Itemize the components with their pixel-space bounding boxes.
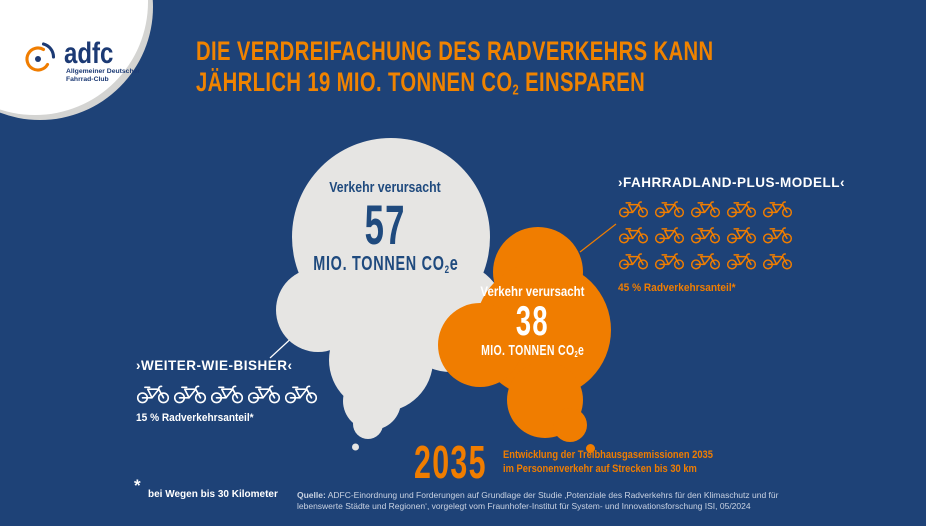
orange-bubble-text: Verkehr verursacht 38 MIO. TONNEN CO2e xyxy=(425,283,640,363)
bicycle-icon xyxy=(618,251,649,270)
orange-bubble-value: 38 xyxy=(516,297,549,344)
brand-name: adfc xyxy=(64,37,114,70)
bicycle-icon xyxy=(690,251,721,270)
leader-line-right xyxy=(579,223,617,253)
headline-line2: JÄHRLICH 19 MIO. TONNEN CO2 EINSPAREN xyxy=(196,67,646,99)
source-line1: Quelle: ADFC-Einordnung und Forderungen … xyxy=(297,490,779,500)
brand-tagline-line1: Allgemeiner Deutscher xyxy=(66,68,141,75)
orange-bubble-label: Verkehr verursacht xyxy=(480,283,585,299)
bicycle-icon xyxy=(762,225,793,244)
bicycle-icon xyxy=(762,251,793,270)
co2e-subscript: 2 xyxy=(444,263,450,276)
bicycle-icon xyxy=(654,225,685,244)
gray-bubble-unit: MIO. TONNEN CO2e xyxy=(313,253,459,276)
bicycle-icon xyxy=(136,383,170,404)
bicycle-icon xyxy=(247,383,281,404)
headline-line1: DIE VERDREIFACHUNG DES RADVERKEHRS KANN xyxy=(196,36,714,66)
brand-tagline: Allgemeiner Deutscher Fahrrad-Club xyxy=(66,68,140,83)
leader-line-left xyxy=(269,320,311,359)
year-desc-line1: Entwicklung der Treibhausgasemissionen 2… xyxy=(503,449,713,461)
year-description: Entwicklung der Treibhausgasemissionen 2… xyxy=(503,449,713,476)
source-citation: Quelle: ADFC-Einordnung und Forderungen … xyxy=(297,490,778,511)
brand-tagline-line2: Fahrrad-Club xyxy=(66,75,109,83)
bicycle-icon xyxy=(690,199,721,218)
scenario-left-title: ›WEITER-WIE-BISHER‹ xyxy=(136,358,293,373)
scenario-right-share: 45 % Radverkehrsanteil* xyxy=(618,282,736,294)
bicycle-icon xyxy=(690,225,721,244)
scenario-fahrradland-plus: ›FAHRRADLAND-PLUS-MODELL‹ 45 % Radverkeh… xyxy=(618,175,845,294)
bicycle-icon xyxy=(173,383,207,404)
bike-icons-right xyxy=(618,199,802,270)
gray-bubble-text: Verkehr verursacht 57 MIO. TONNEN CO2e xyxy=(285,178,485,281)
co2-subscript: 2 xyxy=(512,82,520,99)
source-line2: lebenswerte Städte und Regionen‘, vorgel… xyxy=(297,500,751,511)
footnote-asterisk: * xyxy=(134,476,141,495)
scenario-left-share: 15 % Radverkehrsanteil* xyxy=(136,412,254,424)
gray-bubble-label: Verkehr verursacht xyxy=(329,179,441,196)
bicycle-icon xyxy=(618,199,649,218)
bicycle-icon xyxy=(654,251,685,270)
bicycle-icon xyxy=(284,383,318,404)
bicycle-icon xyxy=(654,199,685,218)
scenario-right-title: ›FAHRRADLAND-PLUS-MODELL‹ xyxy=(618,175,845,190)
bike-icons-left xyxy=(136,383,356,404)
bicycle-icon xyxy=(726,225,757,244)
source-label: Quelle: xyxy=(297,490,326,500)
headline: DIE VERDREIFACHUNG DES RADVERKEHRS KANN … xyxy=(196,36,886,107)
bicycle-icon xyxy=(210,383,244,404)
orange-bubble-unit: MIO. TONNEN CO2e xyxy=(480,342,585,360)
year-number: 2035 xyxy=(414,436,487,488)
gray-bubble-value: 57 xyxy=(364,193,406,256)
year-desc-line2: im Personenverkehr auf Strecken bis 30 k… xyxy=(503,462,697,475)
bicycle-icon xyxy=(618,225,649,244)
footnote-text: bei Wegen bis 30 Kilometer xyxy=(148,489,278,500)
co2e-subscript: 2 xyxy=(574,350,578,360)
bicycle-icon xyxy=(762,199,793,218)
scenario-weiter-wie-bisher: ›WEITER-WIE-BISHER‹ 15 % Radverkehrsante… xyxy=(136,358,356,424)
bike-wheel-logo-icon xyxy=(25,42,56,72)
bicycle-icon xyxy=(726,199,757,218)
bicycle-icon xyxy=(726,251,757,270)
